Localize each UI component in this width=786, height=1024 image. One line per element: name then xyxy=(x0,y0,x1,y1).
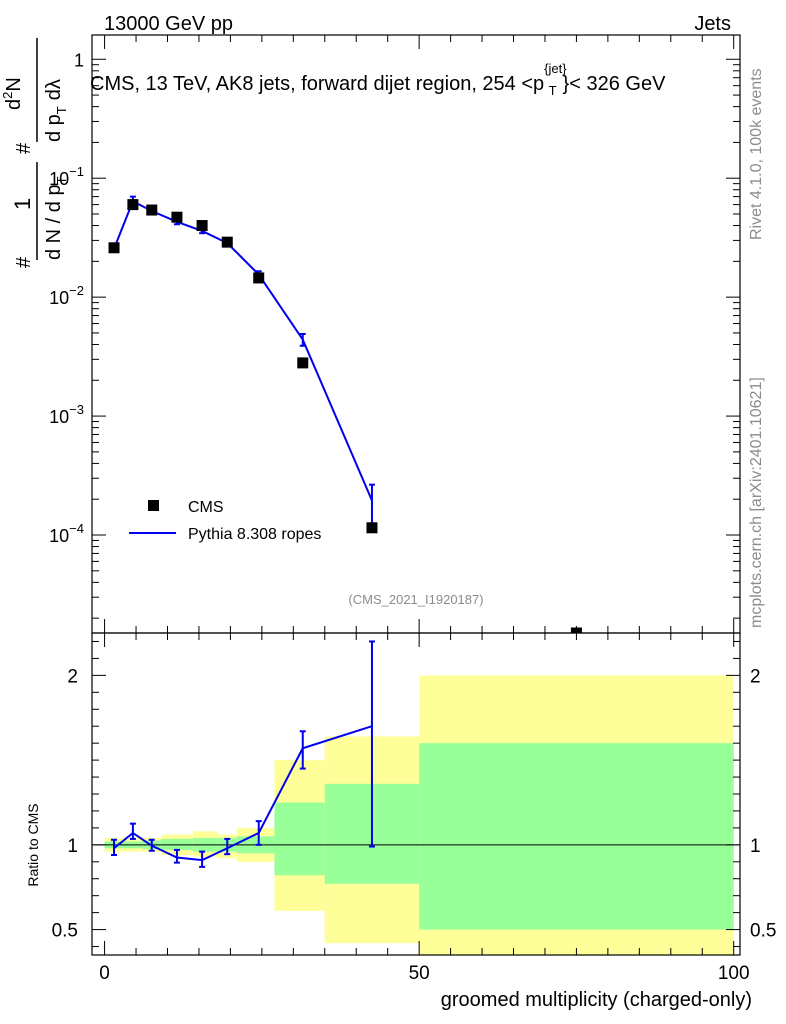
x-tick-label: 50 xyxy=(409,963,430,984)
analysis-label: (CMS_2021_I1920187) xyxy=(348,592,483,607)
ratio-green-band xyxy=(274,802,325,876)
legend-pythia-label: Pythia 8.308 ropes xyxy=(188,526,321,543)
ratio-green-band xyxy=(419,743,734,930)
ratio-y-tick-label: 2 xyxy=(67,666,78,687)
cms-data-point xyxy=(171,211,183,223)
plot-title-prefix: CMS, 13 TeV, AK8 jets, forward dijet reg… xyxy=(90,73,544,95)
main-y-tick-label: 10−1 xyxy=(49,164,84,189)
cms-data-point xyxy=(196,220,208,232)
plot-title-sub: T xyxy=(549,83,557,98)
mcplots-label: mcplots.cern.ch [arXiv:2401.10621] xyxy=(748,377,765,628)
ratio-y-tick-label: 1 xyxy=(67,836,78,857)
ratio-y-tick-label: 0.5 xyxy=(52,921,78,942)
main-frame xyxy=(91,34,741,634)
ylabel-one: 1 xyxy=(10,198,35,210)
cms-data-point xyxy=(108,242,120,254)
ylabel-dn-dpt: d N / d pT xyxy=(43,176,69,260)
ratio-axes: 0.5 0.5 1 1 2 2 0 50 100 xyxy=(52,632,776,984)
header-right: Jets xyxy=(694,13,731,35)
main-y-tick-label: 10−3 xyxy=(49,402,84,427)
main-panel: 1 10−1 10−2 10−3 10−4 CMS, 13 TeV, AK8 jets,… xyxy=(49,34,741,634)
cms-data-point xyxy=(146,204,158,216)
plot-title-sup: {jet} xyxy=(544,61,567,76)
ratio-y-tick-label-right: 1 xyxy=(750,836,761,857)
legend: CMS Pythia 8.308 ropes xyxy=(129,499,321,543)
main-y-tick-label: 10−4 xyxy=(49,521,84,546)
ylabel-dpt-dlambda: d pTdλ xyxy=(43,79,69,142)
ylabel-hash-1: # xyxy=(13,256,35,268)
main-axes: 1 10−1 10−2 10−3 10−4 xyxy=(49,34,741,634)
ratio-panel: 0.5 0.5 1 1 2 2 0 50 100 xyxy=(52,632,776,984)
ratio-y-tick-label-right: 2 xyxy=(750,666,761,687)
pythia-line xyxy=(113,199,373,501)
cms-data-point xyxy=(570,627,582,633)
plot-title: CMS, 13 TeV, AK8 jets, forward dijet reg… xyxy=(90,61,666,98)
main-y-tick-label: 1 xyxy=(74,50,84,70)
legend-cms-label: CMS xyxy=(188,499,224,516)
cms-data-point xyxy=(297,357,309,369)
header-left: 13000 GeV pp xyxy=(104,13,233,35)
ylabel-hash-2: # xyxy=(13,142,35,154)
x-tick-label: 100 xyxy=(718,963,750,984)
cms-data-point xyxy=(221,236,233,248)
x-tick-label: 0 xyxy=(99,963,110,984)
ratio-y-tick-label-right: 0.5 xyxy=(750,921,776,942)
main-y-tick-label: 10−2 xyxy=(49,283,84,308)
plot-title-suffix: }< 326 GeV xyxy=(563,73,667,95)
rivet-version-label: Rivet 4.1.0, 100k events xyxy=(748,68,765,240)
cms-data-point xyxy=(127,199,139,211)
legend-cms-marker xyxy=(148,500,159,511)
main-y-axis-label: # 1 d N / d pT # d2N d pTdλ xyxy=(0,38,69,268)
ylabel-d2n: d2N xyxy=(0,77,25,110)
cms-data-point xyxy=(366,522,378,534)
cms-data-point xyxy=(253,272,265,284)
x-axis-label: groomed multiplicity (charged-only) xyxy=(441,989,752,1011)
ratio-uncertainty-bands xyxy=(104,675,734,955)
ratio-y-axis-label: Ratio to CMS xyxy=(25,803,41,886)
main-data-layer xyxy=(108,195,582,633)
ratio-data-layer xyxy=(111,640,375,868)
